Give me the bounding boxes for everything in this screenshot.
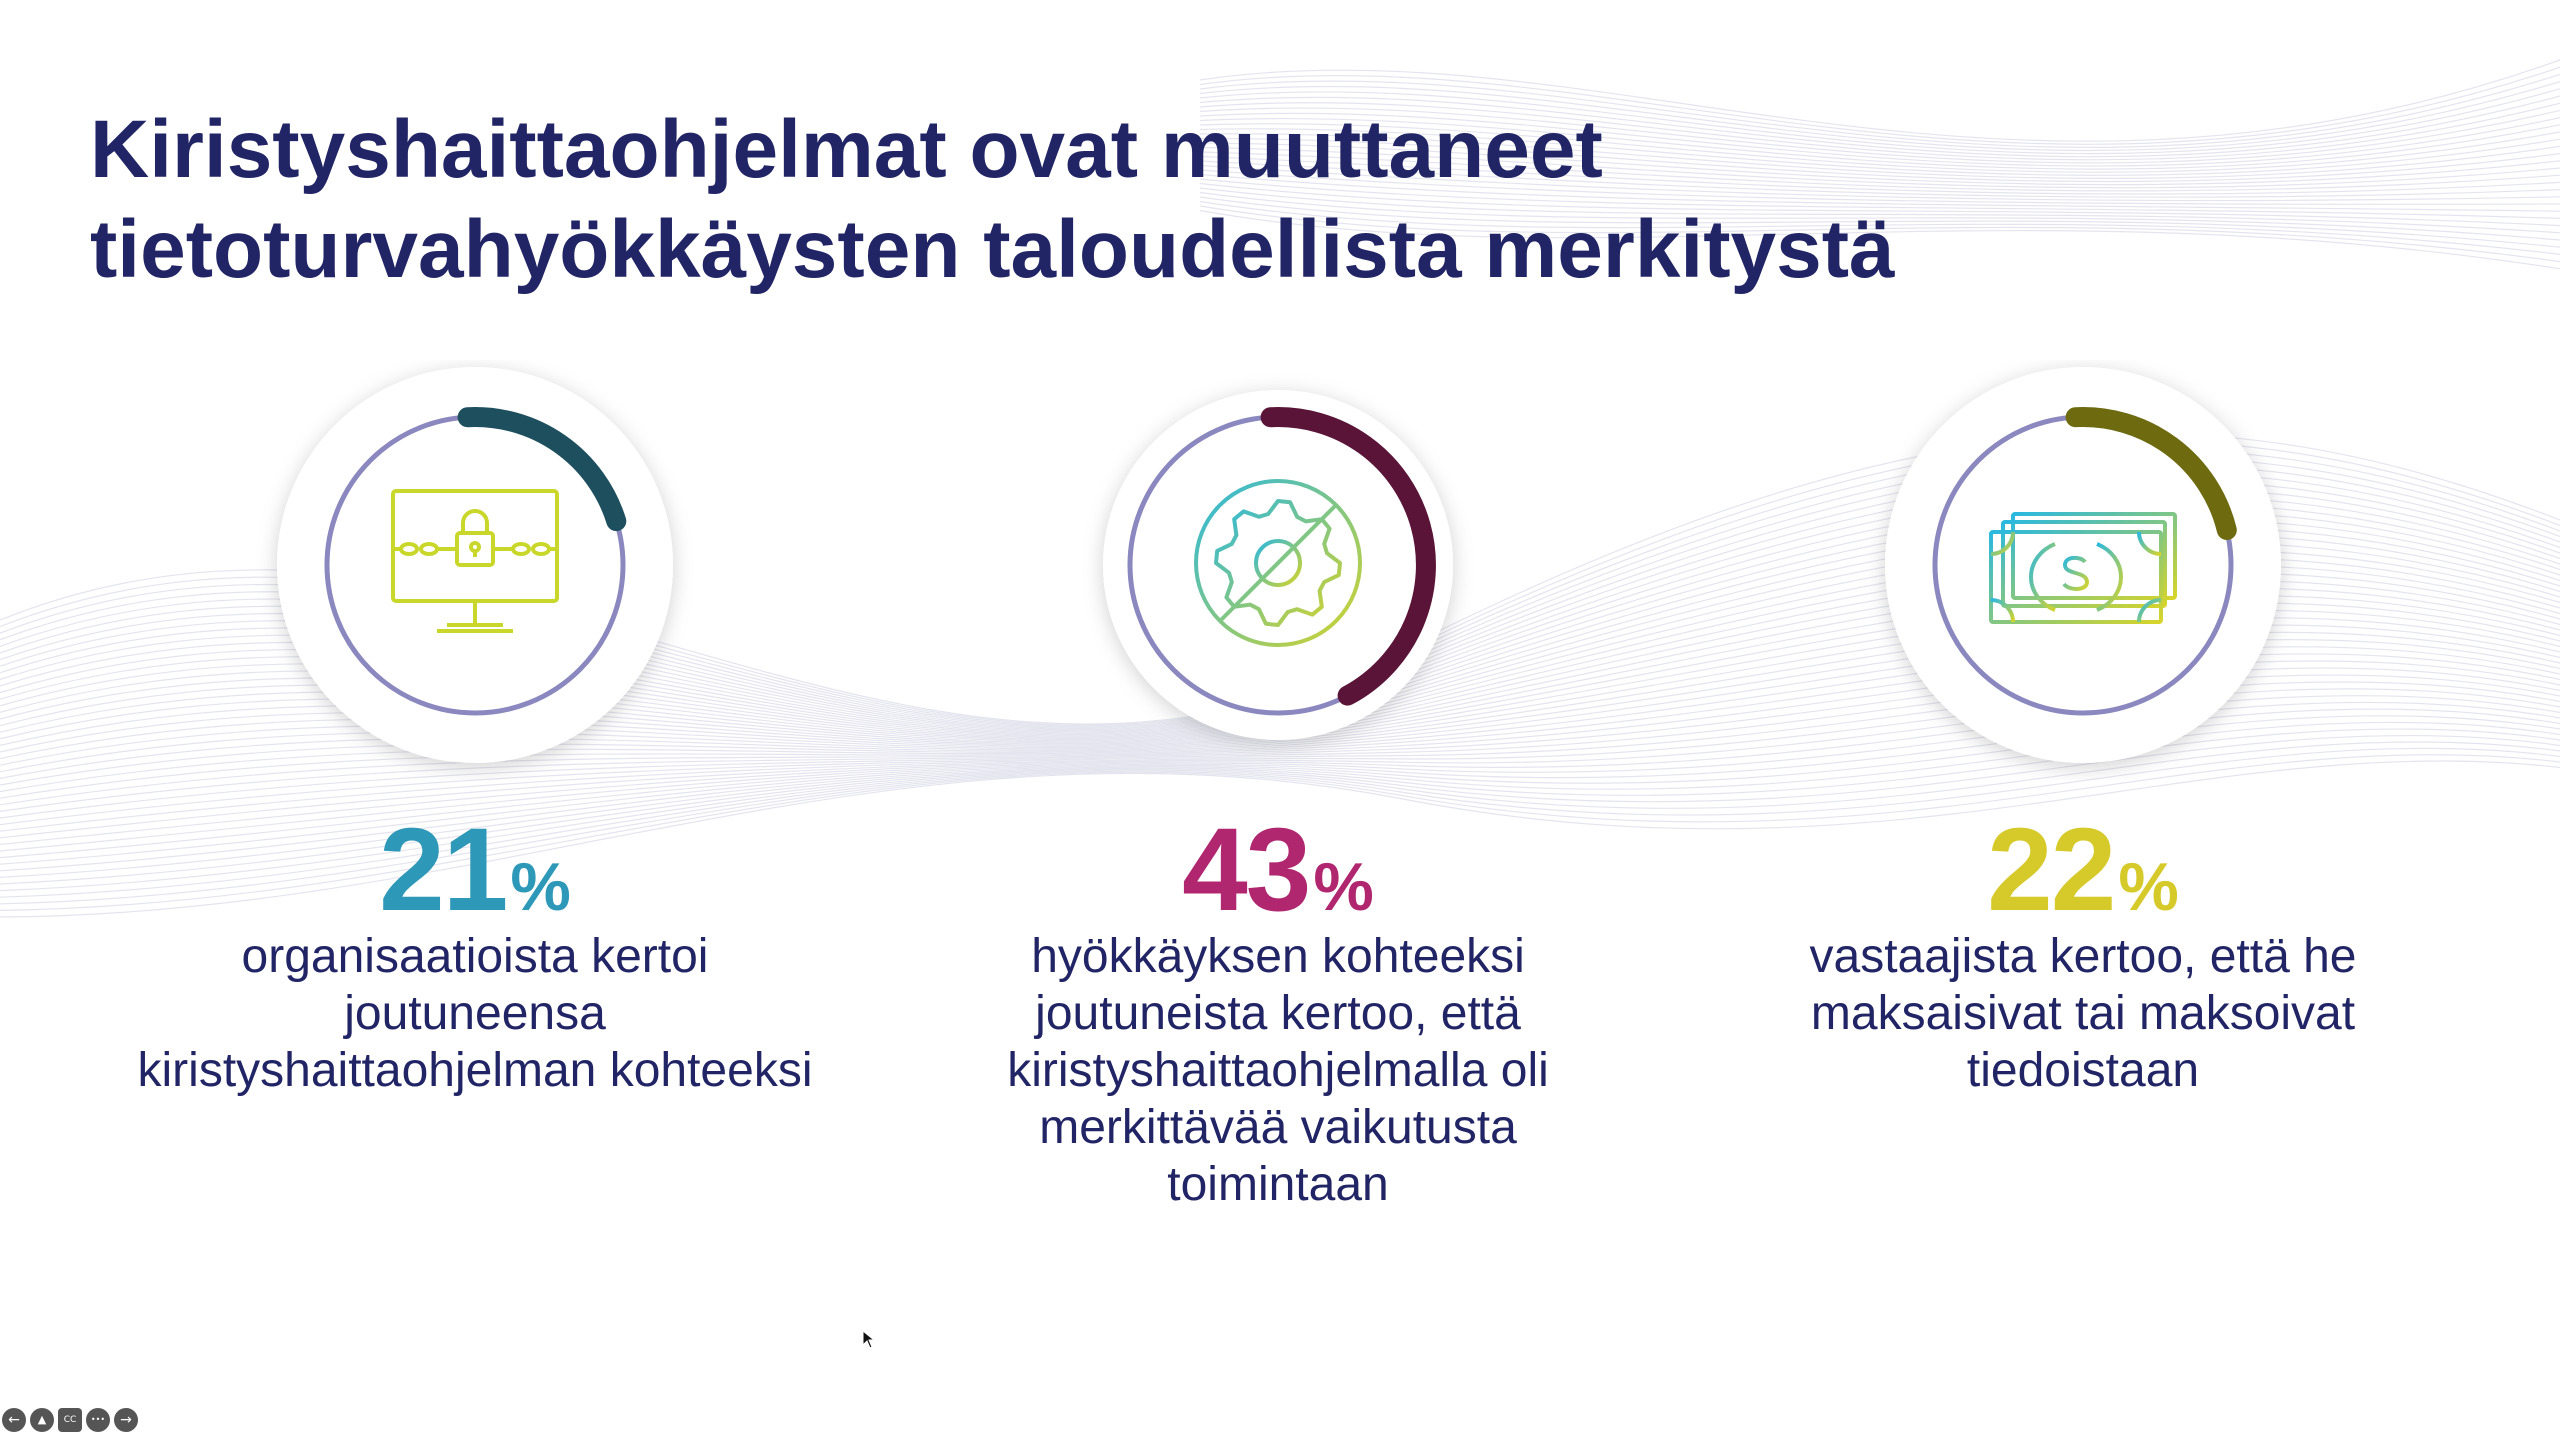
stat-2-description: hyökkäyksen kohteeksi joutuneista kertoo…: [928, 928, 1628, 1213]
stat-1-gauge: [125, 360, 825, 780]
background-wave-line: [0, 728, 2560, 885]
stat-3-progress-arc: [2065, 407, 2237, 540]
stat-3-value: 22%: [1733, 805, 2433, 952]
background-wave-line: [1199, 169, 2560, 205]
background-wave-line: [1199, 112, 2560, 167]
stat-2-desc-line: merkittävää vaikutusta: [1039, 1101, 1517, 1154]
stat-2-gauge: [928, 360, 1628, 780]
background-wave-line: [1199, 59, 2560, 142]
stat-1-value: 21%: [125, 805, 825, 952]
background-wave-line: [1199, 88, 2560, 155]
background-wave-line: [1199, 151, 2560, 192]
stat-1-progress-arc: [457, 407, 627, 532]
stat-3-percent-sign: %: [2118, 849, 2179, 925]
background-wave-line: [1199, 205, 2560, 263]
background-wave-line: [1199, 128, 2560, 176]
background-wave-line: [1199, 209, 2560, 270]
stat-3-desc-line: vastaajista kertoo, että he: [1809, 930, 2357, 983]
stat-2-desc-line: toimintaan: [1167, 1158, 1389, 1211]
title-line-1: Kiristyshaittaohjelmat ovat muuttaneet: [90, 104, 1603, 195]
background-wave-line: [1199, 164, 2560, 202]
stat-2-desc-line: hyökkäyksen kohteeksi: [1031, 930, 1525, 983]
background-wave-line: [0, 760, 2560, 918]
background-wave-line: [1199, 107, 2560, 164]
background-wave-line: [1199, 137, 2560, 183]
background-wave-line: [0, 754, 2560, 911]
stat-3-desc-line: tiedoistaan: [1966, 1044, 2200, 1097]
background-wave-line: [1199, 178, 2560, 219]
background-wave-line: [1199, 173, 2560, 212]
stat-1-description: organisaatioista kertoi joutuneensa kiri…: [125, 928, 825, 1099]
presentation-controls: ← ▲ CC ••• →: [2, 1408, 138, 1438]
disabled-gear-icon: [1194, 479, 1362, 647]
stat-1-desc-line: organisaatioista kertoi: [241, 930, 709, 983]
background-wave-line: [0, 734, 2560, 892]
stat-2-percent-sign: %: [1313, 849, 1374, 925]
stat-2-desc-line: kiristyshaittaohjelmalla oli: [1007, 1044, 1549, 1097]
background-wave-line: [1199, 155, 2560, 195]
background-wave-line: [1199, 146, 2560, 189]
background-wave-line: [1199, 81, 2560, 152]
stat-2-number: 43: [1182, 804, 1311, 936]
locked-computer-icon: [391, 489, 559, 633]
background-wave-line: [1199, 160, 2560, 198]
title-line-2: tietoturvahyökkäysten taloudellista merk…: [90, 204, 1895, 295]
dollar-bills-icon: [1989, 512, 2177, 624]
stat-1-desc-line: kiristyshaittaohjelman kohteeksi: [137, 1044, 813, 1097]
background-wave-line: [0, 721, 2560, 878]
stat-3-desc-line: maksaisivat tai maksoivat: [1810, 987, 2356, 1040]
background-wave-line: [1199, 200, 2560, 255]
background-wave-line: [0, 747, 2560, 905]
stat-2-value: 43%: [928, 805, 1628, 952]
background-wave-line: [1199, 142, 2560, 186]
next-slide-button[interactable]: →: [114, 1408, 138, 1432]
stat-3-description: vastaajista kertoo, että he maksaisivat …: [1733, 928, 2433, 1099]
background-wave-line: [0, 715, 2560, 872]
background-wave-line: [1199, 187, 2560, 234]
more-options-button[interactable]: •••: [86, 1408, 110, 1432]
stat-3-gauge: [1733, 360, 2433, 780]
stat-2-progress-arc: [1260, 407, 1436, 706]
stat-2-desc-line: joutuneista kertoo, että: [1035, 987, 1521, 1040]
pen-tool-button[interactable]: ▲: [30, 1408, 54, 1432]
background-wave-line: [1199, 133, 2560, 180]
stat-1-percent-sign: %: [510, 849, 571, 925]
background-wave-line: [1199, 95, 2560, 158]
mouse-cursor-icon: [862, 1330, 876, 1349]
stat-3-number: 22: [1987, 804, 2116, 936]
stat-1-desc-line: joutuneensa: [344, 987, 606, 1040]
slide-title: Kiristyshaittaohjelmat ovat muuttaneet t…: [90, 100, 2190, 300]
background-wave-line: [1199, 102, 2560, 161]
background-wave-line: [1199, 182, 2560, 227]
subtitles-button[interactable]: CC: [58, 1408, 82, 1432]
stat-1-number: 21: [379, 804, 508, 936]
background-wave-line: [1199, 196, 2560, 248]
background-wave-line: [1199, 117, 2560, 170]
background-wave-line: [1199, 123, 2560, 173]
stat-3-ring: [1885, 367, 2281, 763]
previous-slide-button[interactable]: ←: [2, 1408, 26, 1432]
background-wave-line: [1199, 191, 2560, 241]
background-wave-line: [1199, 66, 2560, 145]
background-wave-line: [0, 741, 2560, 898]
background-wave-line: [1199, 73, 2560, 148]
